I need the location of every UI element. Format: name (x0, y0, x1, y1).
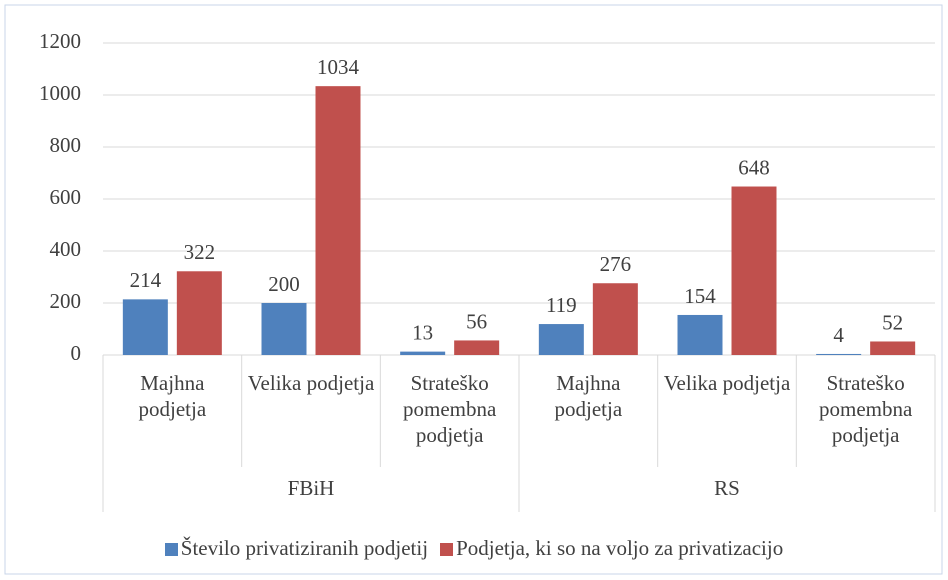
data-label: 214 (130, 268, 162, 292)
data-label: 648 (738, 155, 770, 179)
bar (816, 353, 862, 355)
data-label: 200 (268, 272, 300, 296)
data-label: 1034 (317, 55, 360, 79)
bar (731, 186, 777, 355)
x-tick-label: Majhna podjetja (554, 371, 623, 421)
y-tick-label: 1000 (39, 81, 81, 105)
data-label: 4 (833, 323, 844, 347)
bar (176, 271, 222, 355)
data-label: 119 (546, 293, 577, 317)
data-label: 276 (600, 252, 632, 276)
bar (122, 299, 168, 355)
data-label: 322 (184, 240, 216, 264)
legend-swatch (440, 543, 454, 556)
y-tick-label: 600 (50, 185, 82, 209)
legend: Število privatiziranih podjetij Podjetja,… (0, 536, 948, 561)
legend-item: Podjetja, ki so na voljo za privatizacij… (440, 536, 783, 560)
bar (677, 314, 723, 355)
data-label: 52 (882, 310, 903, 334)
legend-label: Število privatiziranih podjetij (180, 536, 429, 560)
bar (400, 351, 446, 355)
bar (315, 86, 361, 355)
chart-border (4, 4, 943, 575)
bar (454, 340, 500, 355)
y-tick-label: 0 (71, 341, 82, 365)
group-label: FBiH (288, 476, 335, 500)
legend-label: Podjetja, ki so na voljo za privatizacij… (456, 536, 784, 560)
y-tick-label: 1200 (39, 29, 81, 53)
bar (538, 324, 584, 355)
bar (261, 303, 307, 355)
bar (870, 341, 916, 355)
y-tick-label: 200 (50, 289, 82, 313)
x-tick-label: Velika podjetja (663, 371, 791, 395)
x-tick-label: Velika podjetja (247, 371, 375, 395)
data-label: 13 (412, 320, 433, 344)
group-label: RS (714, 476, 740, 500)
y-tick-label: 800 (50, 133, 82, 157)
legend-item: Število privatiziranih podjetij (164, 536, 429, 560)
x-tick-label: Strateško pomembna podjetja (819, 371, 913, 447)
legend-swatch (164, 543, 178, 556)
data-label: 56 (466, 309, 487, 333)
x-tick-label: Majhna podjetja (138, 371, 207, 421)
bar (592, 283, 638, 355)
x-tick-label: Strateško pomembna podjetja (403, 371, 497, 447)
y-tick-label: 400 (50, 237, 82, 261)
data-label: 154 (684, 284, 716, 308)
